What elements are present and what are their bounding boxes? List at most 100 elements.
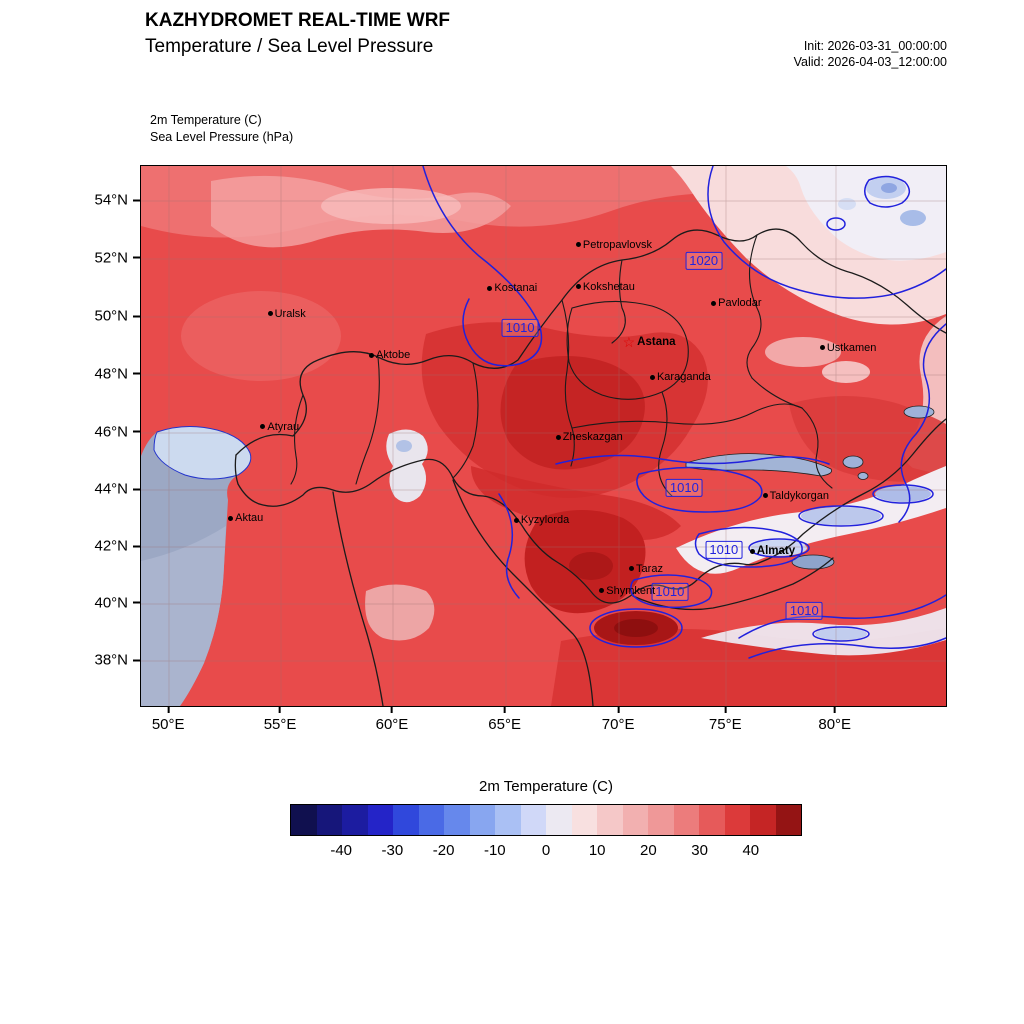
lat-tick-label: 48°N <box>94 365 128 383</box>
city-karaganda: Karaganda <box>649 371 711 383</box>
lat-tick: 44°N <box>94 481 140 498</box>
model-title: KAZHYDROMET REAL-TIME WRF <box>145 10 451 31</box>
lon-tick: 60°E <box>375 706 409 733</box>
city-label: Aktau <box>235 512 264 525</box>
city-aktau: Aktau <box>228 512 263 524</box>
lat-tick-mark <box>133 488 140 490</box>
lat-tick: 48°N <box>94 365 140 382</box>
lat-tick-mark <box>133 430 140 433</box>
lon-tick: 75°E <box>709 706 742 733</box>
lon-tick-label: 80°E <box>818 716 852 733</box>
lat-tick: 52°N <box>94 249 140 266</box>
temperature-map <box>141 166 946 706</box>
city-dot-icon <box>575 284 581 290</box>
lon-axis: 50°E 55°E 60°E 65°E 70°E 75°E 80°E <box>140 706 945 742</box>
city-dot-icon <box>629 566 635 572</box>
lon-tick-label: 55°E <box>263 716 297 733</box>
city-dot-icon <box>749 548 755 554</box>
city-taraz: Taraz <box>629 563 663 575</box>
colorbar-tick-label: -30 <box>381 842 404 859</box>
lon-tick-label: 60°E <box>375 716 409 733</box>
colorbar-ticks: -40 -30 -20 -10 0 10 20 30 40 <box>290 842 802 864</box>
city-label: Atyrau <box>267 420 300 433</box>
colorbar-segment <box>597 805 623 835</box>
run-times: Init: 2026-03-31_00:00:00 Valid: 2026-04… <box>794 38 947 71</box>
city-label: Kostanai <box>494 282 538 295</box>
pressure-label-layer: 1020 1010 1010 1010 1010 1010 <box>141 166 946 706</box>
lat-tick-label: 44°N <box>94 480 128 498</box>
colorbar-segment <box>724 805 750 835</box>
city-label: Kyzylorda <box>520 514 570 527</box>
lat-tick-mark <box>133 545 140 548</box>
colorbar-tick-label: 0 <box>541 842 551 859</box>
lat-tick-label: 42°N <box>94 537 128 555</box>
init-time: Init: 2026-03-31_00:00:00 <box>803 39 947 53</box>
city-kostanai: Kostanai <box>487 282 537 294</box>
city-dot-icon <box>819 345 825 351</box>
lon-tick: 55°E <box>263 706 297 733</box>
colorbar-segment <box>520 805 546 835</box>
colorbar-segment <box>546 805 572 835</box>
city-petropavlovsk: Petropavlovsk <box>575 239 652 251</box>
astana-star-icon: ☆ <box>622 334 636 351</box>
pressure-label: 1010 <box>705 540 743 560</box>
page-title: KAZHYDROMET REAL-TIME WRF Temperature / … <box>145 8 450 60</box>
lat-tick: 42°N <box>94 538 140 555</box>
lat-tick: 38°N <box>94 652 140 669</box>
city-dot-icon <box>260 424 266 430</box>
city-ustkamen: Ustkamen <box>819 341 877 354</box>
colorbar-segment <box>393 805 419 835</box>
colorbar-segment <box>775 805 801 835</box>
colorbar-segment <box>469 805 495 835</box>
lat-tick-label: 52°N <box>94 249 128 267</box>
city-astana: ☆ Astana <box>623 335 676 349</box>
city-label: Kokshetau <box>582 280 635 293</box>
lat-axis: 54°N 52°N 50°N 48°N 46°N 44°N 42°N 40°N 38°N <box>40 165 140 705</box>
lat-tick-label: 38°N <box>94 651 128 669</box>
city-dot-icon <box>555 434 561 440</box>
lat-tick-mark <box>133 315 140 318</box>
city-label: Ustkamen <box>826 341 877 354</box>
colorbar-tick-label: 10 <box>588 842 606 859</box>
colorbar-segment <box>291 805 317 835</box>
colorbar-segment <box>750 805 776 835</box>
lon-tick-mark <box>724 706 727 713</box>
lon-tick-mark <box>390 706 393 713</box>
city-taldykorgan: Taldykorgan <box>762 490 829 502</box>
city-label: Uralsk <box>274 307 306 320</box>
colorbar-tick-label: -40 <box>330 842 353 859</box>
city-atyrau: Atyrau <box>260 421 299 433</box>
lon-tick: 50°E <box>152 706 185 733</box>
city-label: Zheskazgan <box>562 431 623 444</box>
lon-tick-label: 70°E <box>601 716 635 733</box>
pressure-contours <box>422 166 946 659</box>
city-dot-icon <box>575 242 581 248</box>
field-labels: 2m Temperature (C) Sea Level Pressure (h… <box>150 112 293 146</box>
city-label: Taraz <box>636 562 663 575</box>
city-dot-icon <box>513 517 519 523</box>
lon-tick-label: 75°E <box>708 716 742 733</box>
city-label: Aktobe <box>376 349 411 361</box>
graticule <box>141 166 946 706</box>
lon-tick: 65°E <box>488 706 521 733</box>
city-zheskazgan: Zheskazgan <box>555 431 623 444</box>
city-dot-icon <box>711 300 717 306</box>
colorbar: 2m Temperature (C) -40 -30 -20 -10 0 10 20 30 40 <box>290 778 802 864</box>
colorbar-tick-label: 20 <box>640 842 657 859</box>
lat-tick-mark <box>133 256 140 259</box>
city-pavlodar: Pavlodar <box>711 297 762 309</box>
lon-tick: 80°E <box>818 706 851 733</box>
city-layer: Petropavlovsk Kostanai Kokshetau Pavlodar Ur… <box>141 166 946 706</box>
pressure-label: 1010 <box>665 478 703 497</box>
colorbar-segment <box>342 805 368 835</box>
colorbar-segment <box>673 805 699 835</box>
lon-tick-mark <box>833 706 836 713</box>
lake-balkhash <box>685 453 832 477</box>
colorbar-segment <box>444 805 470 835</box>
colorbar-tick-label: 30 <box>691 842 708 859</box>
lon-tick-label: 65°E <box>488 716 522 733</box>
lat-tick: 50°N <box>94 308 140 325</box>
colorbar-tick-label: -10 <box>483 842 506 859</box>
city-label: Almaty <box>756 545 796 558</box>
city-dot-icon <box>369 352 375 358</box>
